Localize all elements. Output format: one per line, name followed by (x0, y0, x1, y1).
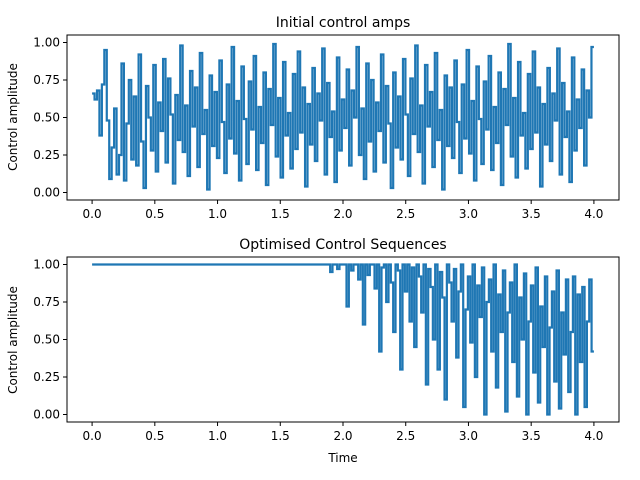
series-line-1 (92, 263, 594, 416)
ylabel-optimised: Control amplitude (6, 286, 20, 394)
y-tick-label: 0.75 (33, 73, 60, 87)
x-tick-label: 3.5 (522, 429, 541, 443)
y-tick-label: 0.25 (33, 370, 60, 384)
x-tick-label: 2.5 (396, 429, 415, 443)
y-tick-label: 0.50 (33, 111, 60, 125)
chart-title-initial: Initial control amps (276, 15, 411, 31)
x-tick-label: 3.5 (522, 207, 541, 221)
ax0-ticks: 0.0 0.5 1.0 1.5 2.0 2.5 3.0 3.5 4.0 0.00 0.25 0.50 0… (33, 36, 603, 222)
x-tick-label: 1.5 (271, 429, 290, 443)
y-tick-label: 0.00 (33, 186, 60, 200)
series-line-0 (92, 42, 594, 191)
y-tick-label: 0.75 (33, 295, 60, 309)
x-tick-label: 1.0 (208, 207, 227, 221)
x-tick-label: 4.0 (584, 207, 603, 221)
x-tick-label: 2.0 (333, 429, 352, 443)
xlabel-time: Time (327, 451, 357, 465)
x-tick-label: 1.0 (208, 429, 227, 443)
y-tick-label: 0.00 (33, 408, 60, 422)
y-tick-label: 0.50 (33, 333, 60, 347)
x-tick-label: 0.5 (145, 429, 164, 443)
x-tick-label: 0.0 (83, 429, 102, 443)
y-tick-label: 1.00 (33, 258, 60, 272)
x-tick-label: 3.0 (459, 207, 478, 221)
x-tick-label: 2.0 (333, 207, 352, 221)
x-tick-label: 3.0 (459, 429, 478, 443)
y-tick-label: 1.00 (33, 36, 60, 50)
ax1-plot-area (92, 263, 594, 416)
ylabel-initial: Control amplitude (6, 63, 20, 171)
ax0-plot-area (92, 42, 594, 191)
subplot-initial-control-amps: Initial control amps Control amplitude 0… (6, 15, 620, 222)
ax0-frame (66, 34, 620, 201)
x-tick-label: 2.5 (396, 207, 415, 221)
x-tick-label: 0.0 (83, 207, 102, 221)
x-tick-label: 4.0 (584, 429, 603, 443)
ax1-ticks: 0.0 0.5 1.0 1.5 2.0 2.5 3.0 3.5 4.0 0.00 0.25 0.50 0… (33, 258, 603, 444)
x-tick-label: 1.5 (271, 207, 290, 221)
x-tick-label: 0.5 (145, 207, 164, 221)
ax1-frame (66, 256, 620, 423)
chart-title-optimised: Optimised Control Sequences (239, 237, 446, 253)
y-tick-label: 0.25 (33, 148, 60, 162)
subplot-optimised-control-sequences: Optimised Control Sequences Control ampl… (6, 237, 620, 465)
